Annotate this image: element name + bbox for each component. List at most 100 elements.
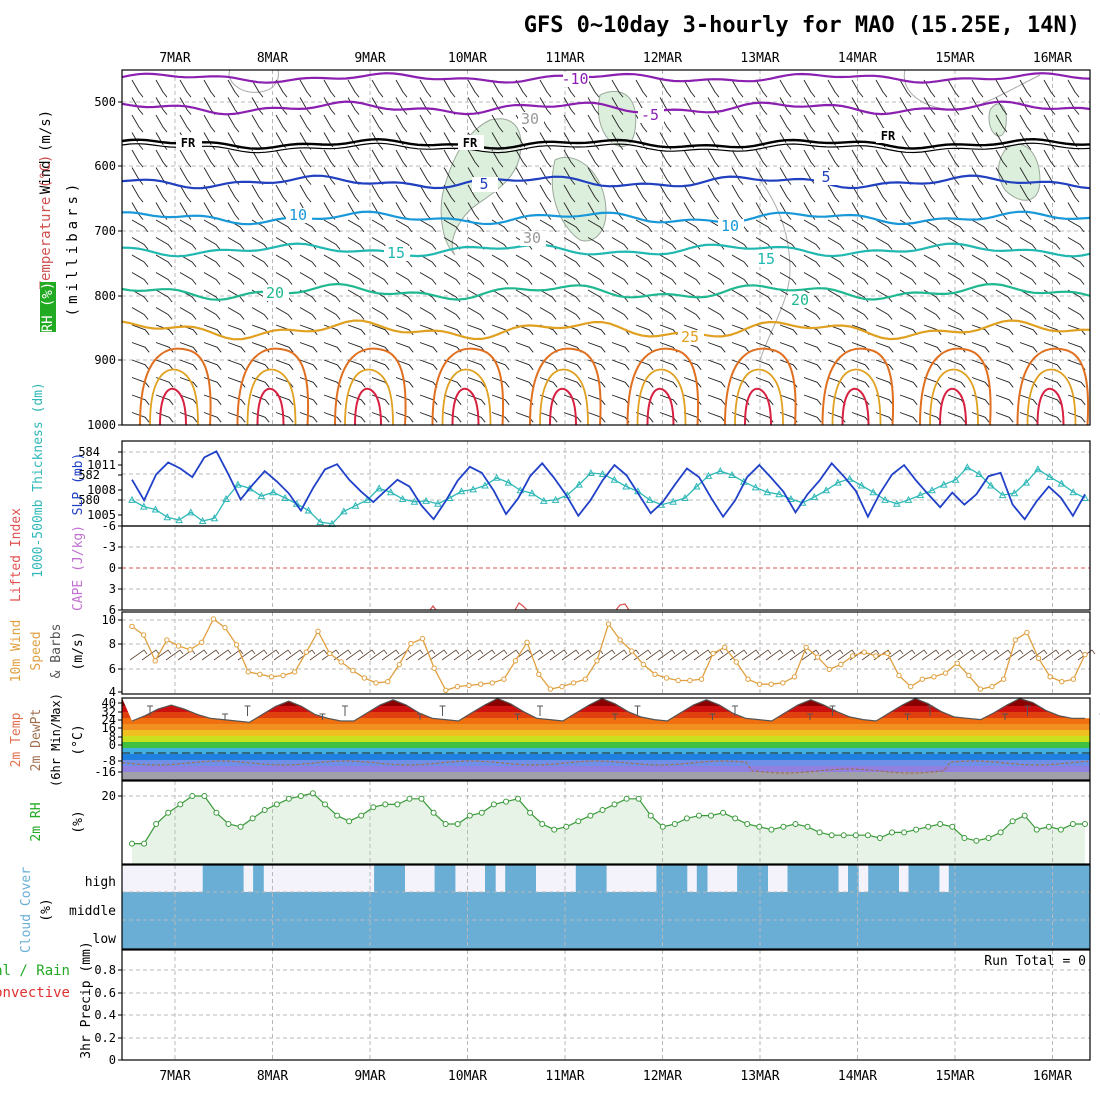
wind10m-panel: 10 8 6 4 [102,611,1096,699]
wind-barb [299,412,318,423]
wind-barb [155,79,168,98]
wind-barb [803,254,821,268]
wind10m-marker [292,669,298,675]
wind10m-marker [629,648,635,654]
wind-barb [1019,359,1038,371]
temp-min-bar [514,713,521,720]
rh2m-marker [273,801,280,808]
wind-barb [1019,412,1038,423]
wind10m-marker [687,677,693,684]
wind-barb [899,307,917,320]
contour-label: 10 [289,206,307,224]
wind10m-marker [826,666,832,673]
rh2m-marker [551,826,558,833]
hot-contour [159,387,187,426]
wind-barb-10m [861,649,880,661]
wind10m-marker [919,676,925,682]
wind-barb [179,272,197,285]
thickness-marker [587,468,595,476]
wind10m-marker [861,649,867,655]
wind-barb [707,202,720,220]
wind-barb [1019,342,1038,353]
hot-contour [451,387,480,426]
wind-barb [395,184,408,203]
wind-barb [299,342,318,353]
wind-barb-10m [1017,649,1036,661]
thickness-marker [1010,489,1019,497]
wind-barb [347,254,365,268]
wind10m-marker [326,650,333,657]
wind-barb [851,237,869,250]
wind-barb [899,272,917,285]
high-cloud-bar [384,865,395,893]
thickness-marker [810,492,819,500]
rh2m-marker [334,812,341,819]
wind-barb [731,149,744,168]
bottom-date-axis: 7MAR 8MAR 9MAR 10MAR 11MAR 12MAR 13MAR 14MAR 15M… [159,1069,1072,1084]
wind-barb [443,219,461,233]
wind-barb-10m [981,649,1000,661]
cloud-frame [121,864,1091,950]
thickness-marker [963,463,972,471]
wind-barb [779,149,792,168]
temp-max-bar [439,705,446,716]
wind-barb-10m [429,649,448,661]
wind-barb [683,184,696,203]
wind-barb [683,79,696,98]
wind-barb [155,394,174,406]
date-label-bottom: 11MAR [545,1069,584,1084]
high-cloud-bar [979,865,990,893]
wind10m-marker [361,675,368,681]
wind-barb [827,149,840,168]
thickness-marker [304,506,313,514]
wind10m-marker [896,672,902,679]
wind-barb-10m [885,649,904,661]
thickness-marker [610,475,619,483]
wind-barb-10m [633,649,652,661]
wind10m-marker [199,639,205,645]
tick-label: 8 [109,730,116,744]
wind-barb [611,342,630,353]
wind-barb-10m [933,649,952,661]
wind-barb [515,377,534,388]
cape-spike [429,602,630,611]
wind-barb [851,184,864,203]
wind-barb [1019,114,1032,133]
wind-barb [491,149,504,168]
temp-max-bar [634,705,641,716]
wind-barb [371,219,389,233]
wind-barb [563,132,576,150]
wind-barb [491,324,510,336]
high-cloud-bar [505,865,516,893]
wind-barb [995,237,1013,250]
wind-barb [179,149,192,168]
run-total-label: Run Total = 0 [984,954,1086,969]
wind-barb [683,272,701,285]
wind-barb [899,377,918,388]
wind-barb [587,324,606,336]
date-label-top: 14MAR [838,51,877,66]
wind-barb [395,272,413,285]
wind-barb [635,149,648,168]
wind-barb [947,359,966,371]
wind-barb [323,79,336,98]
wind-barb-10m [213,649,232,661]
wind-barb [803,324,822,336]
wind-barb [563,394,582,406]
contour-label-bg [384,246,410,261]
wind-barb-10m [1041,649,1060,661]
wind10m-marker [478,681,484,687]
temp-max-bar [537,705,543,716]
wind-barb [299,394,318,406]
tick-label: 10 [102,613,116,627]
date-label-bottom: 13MAR [740,1069,779,1084]
dewpt2m-label: 2m DewPt [29,709,44,772]
wind-barb [755,79,768,98]
rh2m-marker [696,812,702,819]
wind-barb [131,394,150,406]
temp-max-bar [927,705,933,716]
wind-barb [443,412,462,423]
wind-barb [347,377,366,388]
wind-barb [779,219,797,233]
